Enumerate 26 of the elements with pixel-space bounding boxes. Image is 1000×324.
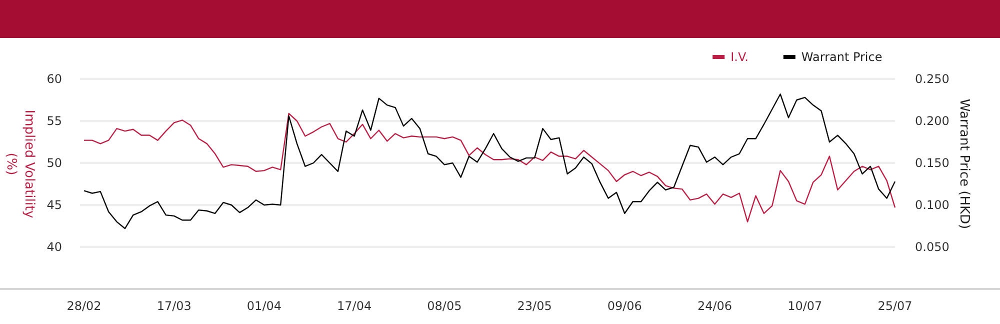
y-tick-label: 40 (46, 240, 62, 254)
x-tick-label: 01/04 (246, 299, 282, 314)
y-tick-label: 45 (46, 198, 62, 212)
x-tick-label: 25/07 (878, 299, 912, 314)
y-axis-title: Implied Volatility (%) (3, 110, 36, 219)
x-tick-label: 17/04 (337, 299, 372, 314)
legend-label: Warrant Price (801, 50, 882, 64)
y-tick-label: 50 (46, 156, 62, 170)
x-tick-label: 09/06 (607, 299, 642, 314)
x-tick-label: 10/07 (788, 299, 822, 314)
line-series (83, 112, 896, 222)
y-tick-label: 60 (46, 72, 62, 86)
legend-label: I.V. (730, 50, 748, 64)
y2-tick-label: 0.150 (915, 156, 950, 170)
y2-tick-label: 0.100 (915, 198, 950, 212)
x-tick-label: 23/05 (517, 299, 552, 314)
x-tick-label: 24/06 (697, 299, 732, 314)
y2-tick-label: 0.250 (915, 72, 950, 86)
x-tick-label: 08/05 (427, 299, 462, 314)
y2-tick-label: 0.200 (915, 114, 950, 128)
x-tick-label: 28/02 (66, 299, 102, 314)
line-series (83, 94, 896, 230)
y2-tick-label: 0.050 (915, 240, 950, 254)
y-tick-label: 55 (46, 114, 62, 128)
y2-axis-title: Warrant Price (HKD) (956, 98, 972, 230)
x-tick-label: 17/03 (156, 299, 192, 314)
